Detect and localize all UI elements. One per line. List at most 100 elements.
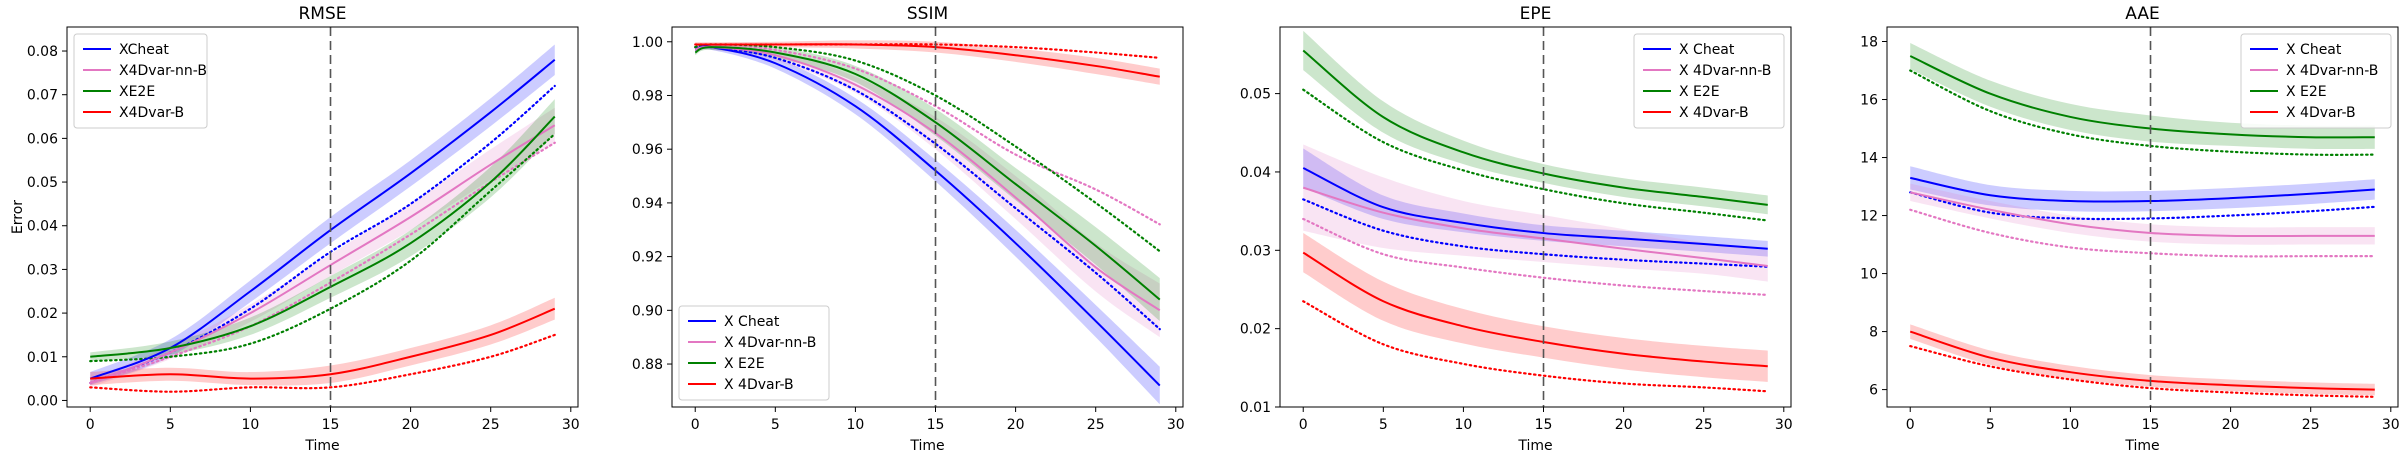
x-tick-label: 25 — [2302, 417, 2320, 433]
y-tick-label: 6 — [1869, 383, 1878, 399]
series-band-1 — [1303, 144, 1768, 282]
series-dotted-line-3 — [1302, 300, 1769, 393]
legend-label: XCheat — [119, 42, 169, 58]
x-tick-label: 5 — [166, 417, 175, 433]
x-tick-label: 5 — [771, 417, 780, 433]
y-tick-label: 14 — [1860, 151, 1878, 167]
legend: X Cheat X 4Dvar-nn-B X E2E X 4Dvar-B — [1633, 33, 1785, 129]
series-line-0 — [1302, 167, 1768, 250]
series-dotted-line-0 — [1302, 198, 1769, 268]
x-tick-label: 30 — [1775, 417, 1793, 433]
y-tick-label: 0.02 — [27, 306, 58, 322]
legend-box — [2240, 33, 2392, 129]
x-axis-label: Time — [1517, 438, 1552, 454]
chart-epe: 0 5 10 15 20 25 30 0.01 0.02 0.03 0.04 0.05 EPE Time X… — [1240, 4, 1793, 454]
series-line-3 — [1302, 251, 1768, 368]
series-line-0 — [694, 45, 1161, 387]
x-tick-label: 15 — [927, 417, 945, 433]
x-tick-label: 0 — [1299, 417, 1308, 433]
y-tick-label: 0.04 — [27, 219, 58, 235]
x-tick-label: 15 — [1535, 417, 1553, 433]
y-tick-label: 18 — [1860, 35, 1878, 51]
x-axis-label: Time — [304, 438, 339, 454]
legend-label: X 4Dvar-B — [2286, 105, 2356, 121]
y-tick-label: 0.01 — [27, 350, 58, 366]
y-tick-label: 0.00 — [27, 393, 58, 409]
x-tick-label: 30 — [1167, 417, 1185, 433]
legend: X Cheat X 4Dvar-nn-B X E2E X 4Dvar-B — [678, 305, 830, 401]
chart-ssim: 0 5 10 15 20 25 30 0.88 0.90 0.92 0.94 0.96 0.98 1.00… — [632, 4, 1185, 454]
x-tick-label: 30 — [2382, 417, 2400, 433]
legend: X Cheat X 4Dvar-nn-B X E2E X 4Dvar-B — [2240, 33, 2392, 129]
legend-label: X 4Dvar-nn-B — [724, 335, 816, 351]
y-tick-label: 0.94 — [632, 196, 663, 212]
y-tick-label: 0.98 — [632, 88, 663, 104]
axes-frame — [1886, 26, 2399, 408]
chart-title: EPE — [1520, 4, 1552, 24]
x-axis-label: Time — [2124, 438, 2159, 454]
y-tick-label: 12 — [1860, 209, 1878, 225]
x-tick-label: 10 — [2062, 417, 2080, 433]
y-tick-label: 0.08 — [27, 44, 58, 60]
x-tick-label: 25 — [1695, 417, 1713, 433]
series-dotted-line-3 — [89, 333, 556, 393]
legend-label: X 4Dvar-nn-B — [1679, 63, 1771, 79]
series-dotted-line-2 — [1909, 69, 2376, 156]
x-tick-label: 10 — [847, 417, 865, 433]
x-tick-label: 25 — [1087, 417, 1105, 433]
series-line-2 — [694, 46, 1161, 301]
y-tick-label: 0.07 — [27, 88, 58, 104]
series-band-2 — [1303, 30, 1768, 215]
y-axis-label: Error — [10, 200, 26, 234]
y-tick-label: 0.88 — [632, 357, 663, 373]
y-tick-label: 16 — [1860, 93, 1878, 109]
plot-area — [89, 27, 556, 407]
y-tick-label: 8 — [1869, 325, 1878, 341]
chart-title: SSIM — [907, 4, 948, 24]
legend-box — [678, 305, 830, 401]
series-dotted-line-1 — [1302, 217, 1769, 297]
series-line-2 — [1909, 55, 2375, 139]
x-axis-label: Time — [909, 438, 944, 454]
legend-box — [1633, 33, 1785, 129]
chart-rmse: 0 5 10 15 20 25 30 0.00 0.01 0.02 0.03 0.04 0.05 0.06… — [10, 4, 580, 454]
x-tick-label: 20 — [2222, 417, 2240, 433]
x-tick-label: 10 — [1455, 417, 1473, 433]
y-tick-label: 0.05 — [1240, 87, 1271, 103]
y-tick-label: 1.00 — [632, 35, 663, 51]
x-tick-label: 15 — [2142, 417, 2160, 433]
x-tick-label: 20 — [1007, 417, 1025, 433]
legend-label: X Cheat — [1679, 42, 1735, 58]
series-band-0 — [1910, 166, 2375, 212]
legend-label: XE2E — [119, 84, 155, 100]
x-tick-label: 5 — [1379, 417, 1388, 433]
y-tick-label: 0.96 — [632, 142, 663, 158]
y-tick-label: 0.02 — [1240, 322, 1271, 338]
x-tick-label: 20 — [1615, 417, 1633, 433]
y-tick-label: 10 — [1860, 267, 1878, 283]
plot-area — [1302, 27, 1769, 407]
y-tick-label: 0.92 — [632, 250, 663, 266]
axes-frame — [1279, 26, 1792, 408]
y-tick-label: 0.90 — [632, 303, 663, 319]
x-tick-label: 5 — [1986, 417, 1995, 433]
chart-title: AAE — [2125, 4, 2159, 24]
x-tick-label: 25 — [482, 417, 500, 433]
legend-label: X4Dvar-nn-B — [119, 63, 207, 79]
legend-label: X 4Dvar-nn-B — [2286, 63, 2378, 79]
series-dotted-line-0 — [1909, 191, 2376, 221]
chart-title: RMSE — [298, 4, 346, 24]
series-band-3 — [1303, 233, 1768, 382]
legend-label: X E2E — [1679, 84, 1720, 100]
x-tick-label: 30 — [562, 417, 580, 433]
series-dotted-line-3 — [1909, 344, 2376, 398]
legend-label: X E2E — [2286, 84, 2327, 100]
x-tick-label: 0 — [1906, 417, 1915, 433]
legend-label: X 4Dvar-B — [724, 377, 794, 393]
plot-area — [694, 27, 1161, 407]
y-tick-label: 0.04 — [1240, 165, 1271, 181]
y-tick-label: 0.01 — [1240, 400, 1271, 416]
